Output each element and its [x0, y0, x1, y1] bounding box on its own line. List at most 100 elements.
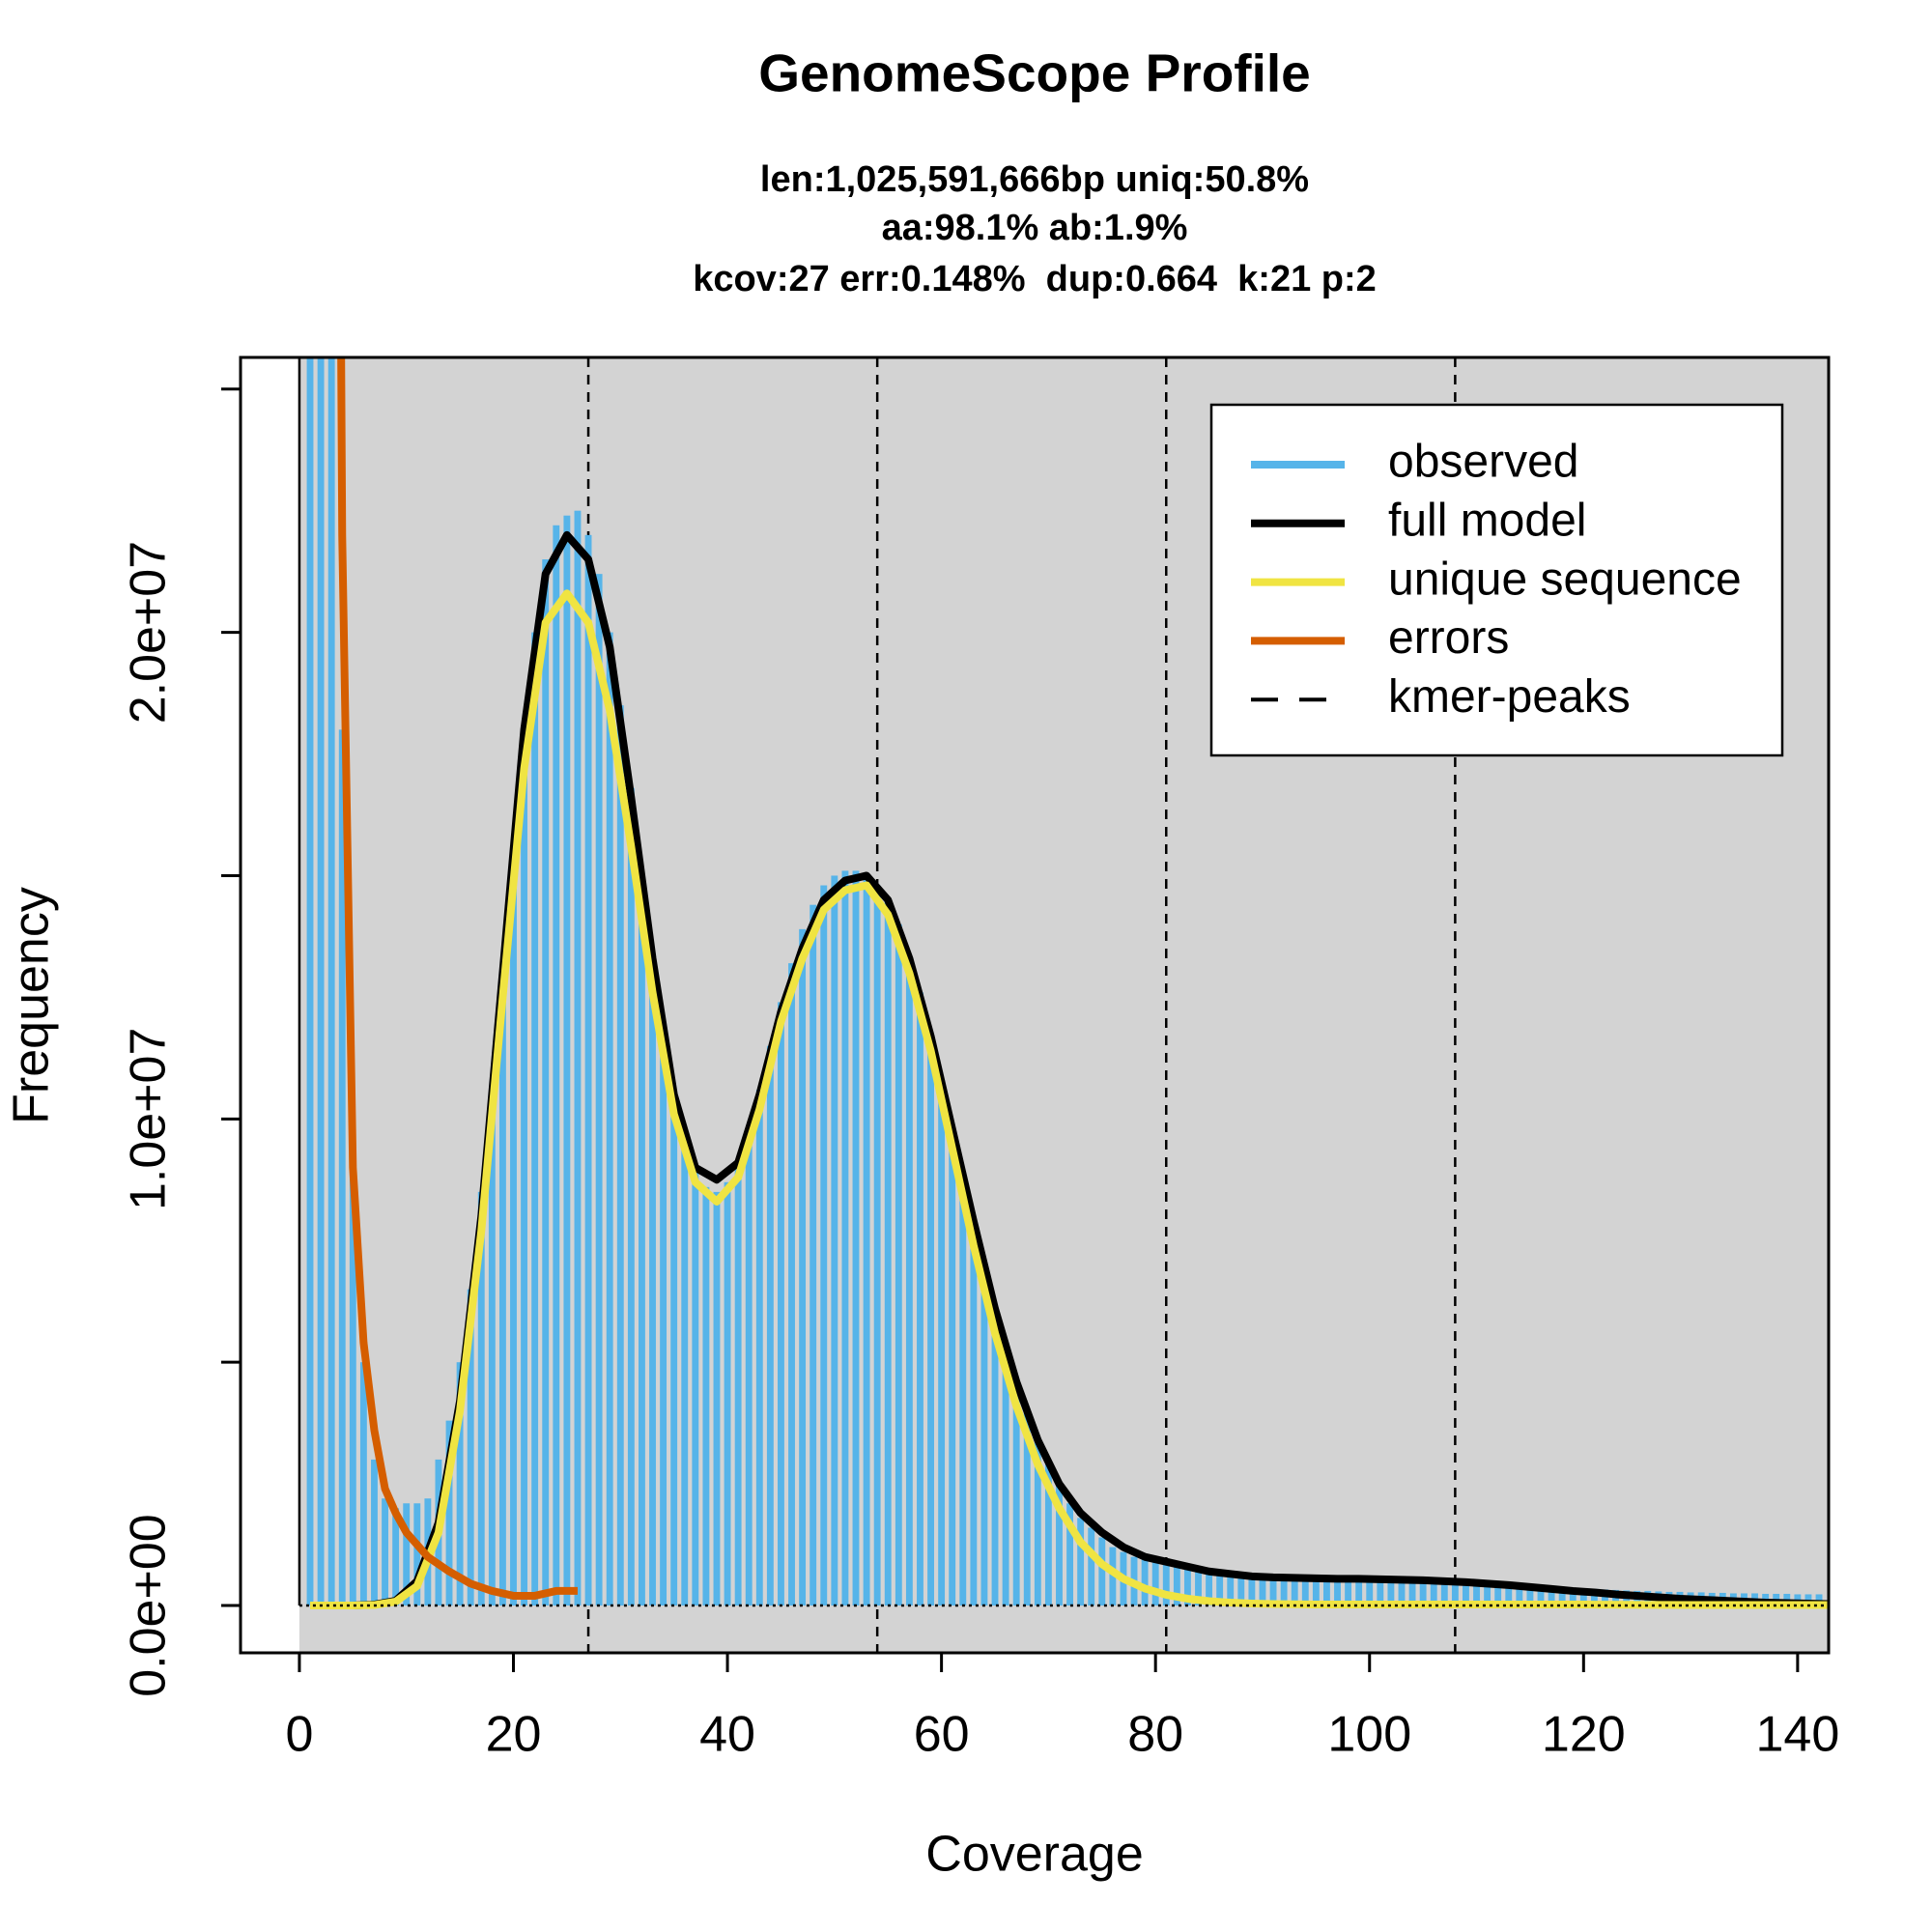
bar [724, 1181, 731, 1606]
y-tick-label: 2.0e+07 [121, 541, 177, 724]
bar [1227, 1576, 1235, 1606]
bar [734, 1162, 742, 1606]
bar [1494, 1583, 1502, 1606]
bar [949, 1128, 956, 1606]
bar [766, 1045, 774, 1606]
x-tick-label: 0 [285, 1707, 313, 1763]
bar [1387, 1579, 1395, 1606]
bar [938, 1080, 946, 1606]
bar [702, 1186, 710, 1606]
bar [467, 1289, 474, 1606]
bar [1484, 1582, 1492, 1606]
bar [1195, 1571, 1202, 1606]
bar [1355, 1578, 1363, 1606]
line-errors [337, 357, 578, 1600]
bar [1430, 1579, 1437, 1606]
axes: 0 20 40 60 80 100 120 140 0.0e+00 1.0e+07 2.0e+07 [121, 387, 1839, 1763]
bar [810, 904, 817, 1606]
bar [1548, 1586, 1555, 1606]
bar [852, 870, 860, 1606]
bar [371, 1459, 378, 1606]
x-tick-label: 40 [699, 1707, 755, 1763]
bar [1322, 1578, 1330, 1606]
bar [1419, 1579, 1427, 1606]
legend-label: errors [1388, 612, 1509, 664]
bar [1237, 1577, 1245, 1606]
bar [670, 1094, 678, 1606]
y-tick-label: 1.0e+07 [121, 1028, 177, 1210]
bar [1248, 1577, 1256, 1606]
bar [1056, 1484, 1063, 1606]
bar [1044, 1463, 1052, 1606]
subtitle: len:1,025,591,666bp uniq:50.8% [760, 159, 1309, 200]
chart-title: GenomeScope Profile [758, 43, 1311, 103]
line-full-model [310, 530, 1829, 1610]
bar [1002, 1348, 1009, 1606]
bar [1526, 1585, 1534, 1606]
bar [606, 632, 613, 1606]
bar [649, 958, 656, 1606]
bar [905, 958, 913, 1606]
bar [1216, 1575, 1224, 1606]
bar [1590, 1588, 1598, 1606]
bar [1345, 1578, 1352, 1606]
bar [1183, 1569, 1191, 1606]
bar [595, 574, 603, 1606]
bar [970, 1221, 978, 1606]
bar [627, 787, 635, 1606]
bar [755, 1090, 763, 1606]
bar [1815, 1594, 1823, 1606]
bar [1451, 1580, 1459, 1606]
subtitle: aa:98.1% ab:1.9% [882, 208, 1188, 248]
bar [488, 1094, 496, 1606]
bar [1569, 1587, 1577, 1606]
bar [1334, 1578, 1341, 1606]
bar [1301, 1578, 1309, 1606]
bar [553, 525, 560, 1606]
bar [338, 729, 346, 1606]
bar [1558, 1587, 1566, 1606]
x-tick-label: 80 [1127, 1707, 1183, 1763]
bar [1579, 1588, 1587, 1606]
bar [788, 963, 795, 1606]
bar [745, 1128, 753, 1606]
x-tick-label: 20 [486, 1707, 542, 1763]
bar [382, 1498, 388, 1606]
bar [1206, 1573, 1213, 1606]
bar [1440, 1580, 1448, 1606]
y-axis-label: Frequency [4, 887, 60, 1124]
bar [1012, 1381, 1020, 1606]
bar [1312, 1578, 1320, 1606]
bar [799, 928, 807, 1606]
bar [392, 1508, 400, 1606]
bar [1023, 1410, 1031, 1606]
x-tick-label: 120 [1542, 1707, 1626, 1763]
bar [1463, 1581, 1469, 1606]
x-tick-label: 140 [1755, 1707, 1839, 1763]
bar [542, 559, 550, 1606]
bar [831, 875, 838, 1606]
legend: observed full model unique sequence errors k… [1251, 437, 1742, 723]
bar [306, 357, 314, 1606]
bar [1162, 1564, 1170, 1606]
bar [841, 870, 849, 1606]
bar [498, 973, 506, 1606]
bar [778, 1002, 784, 1606]
bar [991, 1308, 999, 1606]
bar [1259, 1577, 1266, 1606]
line-unique-sequence [310, 589, 1829, 1610]
bar [317, 357, 325, 1606]
bar [1141, 1559, 1149, 1606]
bar [574, 510, 582, 1606]
x-axis-label: Coverage [925, 1827, 1143, 1883]
bar [1537, 1585, 1545, 1606]
legend-label: observed [1388, 437, 1578, 488]
bar [884, 899, 892, 1606]
bar [477, 1191, 485, 1606]
bar [1602, 1589, 1608, 1606]
bar [1066, 1503, 1073, 1606]
y-tick-label: 0.0e+00 [121, 1514, 177, 1696]
bar [445, 1420, 453, 1606]
bar [1151, 1561, 1159, 1606]
